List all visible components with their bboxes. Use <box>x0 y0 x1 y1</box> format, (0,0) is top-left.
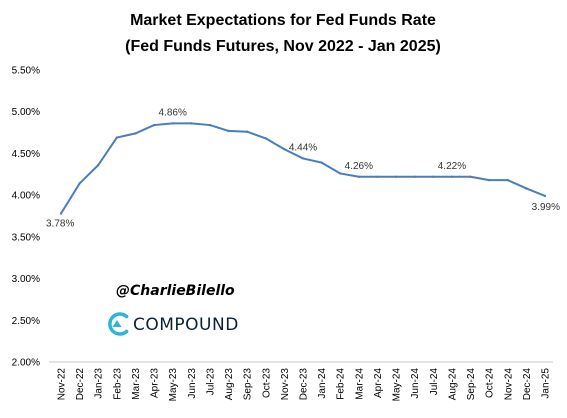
chart-subtitle: (Fed Funds Futures, Nov 2022 - Jan 2025) <box>125 38 441 55</box>
x-tick-label: May-23 <box>168 368 179 402</box>
data-point <box>394 175 398 178</box>
data-point <box>525 187 528 190</box>
y-tick-label: 4.00% <box>12 191 40 202</box>
compound-logo-icon <box>108 312 129 336</box>
data-point <box>376 175 379 178</box>
data-point <box>543 194 547 198</box>
data-point <box>432 175 435 178</box>
x-tick-label: Jan-25 <box>541 368 552 399</box>
x-tick-label: Feb-23 <box>112 368 123 400</box>
y-tick-label: 2.50% <box>12 316 40 327</box>
data-point <box>245 130 249 133</box>
x-tick-label: Jan-24 <box>317 368 328 399</box>
x-tick-label: Jan-23 <box>94 368 105 399</box>
x-tick-label: Jun-23 <box>187 368 198 399</box>
data-label: 4.86% <box>159 107 187 118</box>
y-tick-label: 5.00% <box>12 107 40 118</box>
data-point <box>264 137 267 140</box>
data-label: 4.44% <box>289 142 317 153</box>
data-label: 3.78% <box>46 218 74 229</box>
data-point <box>469 175 472 178</box>
x-tick-label: Jul-24 <box>429 368 440 396</box>
data-point <box>134 132 137 135</box>
y-axis: 5.50% 5.00% 4.50% 4.00% 3.50% 3.00% 2.50% 2.00% <box>12 66 40 369</box>
x-tick-label: Dec-23 <box>299 368 310 401</box>
data-label: 4.22% <box>438 161 466 172</box>
x-tick-label: Apr-24 <box>373 368 384 398</box>
x-tick-label: Nov-22 <box>57 368 68 401</box>
x-tick-label: Oct-24 <box>485 368 496 398</box>
data-point <box>59 212 63 215</box>
x-tick-label: Mar-23 <box>131 368 142 400</box>
x-tick-label: Dec-22 <box>75 368 86 401</box>
x-tick-label: Sep-23 <box>243 368 254 401</box>
data-point <box>506 178 509 182</box>
brand-name: COMPOUND <box>133 315 239 335</box>
chart-title: Market Expectations for Fed Funds Rate <box>130 12 436 29</box>
data-point <box>487 178 491 182</box>
y-tick-label: 4.50% <box>12 149 40 160</box>
y-tick-label: 5.50% <box>12 66 40 77</box>
x-tick-label: Sep-24 <box>466 368 477 401</box>
x-axis: Nov-22 Dec-22 Jan-23 Feb-23 Mar-23 Apr-23 May-… <box>49 361 553 402</box>
watermark: @CharlieBilello COMPOUND <box>108 283 239 336</box>
data-point <box>283 148 286 151</box>
x-tick-label: Mar-24 <box>354 368 365 400</box>
data-point <box>357 175 361 178</box>
data-point <box>190 122 193 125</box>
series-line <box>60 122 546 215</box>
data-label: 4.26% <box>345 161 373 172</box>
data-label: 3.99% <box>532 202 560 213</box>
x-tick-label: Apr-23 <box>150 368 161 398</box>
data-point <box>301 157 305 160</box>
x-tick-label: Aug-23 <box>224 368 235 401</box>
y-tick-label: 2.00% <box>12 358 40 369</box>
x-tick-label: Aug-24 <box>447 368 458 401</box>
data-point <box>152 123 156 127</box>
data-point <box>78 182 81 185</box>
x-tick-label: Jul-23 <box>205 368 216 396</box>
data-point <box>413 175 416 178</box>
data-point <box>171 122 174 125</box>
x-tick-label: Feb-24 <box>336 368 347 400</box>
y-tick-label: 3.50% <box>12 232 40 243</box>
x-tick-label: Nov-24 <box>503 368 514 401</box>
x-tick-label: Nov-23 <box>280 368 291 401</box>
data-point <box>227 129 230 133</box>
data-point <box>339 172 342 175</box>
x-tick-label: May-24 <box>392 368 403 402</box>
x-tick-label: Jun-24 <box>410 368 421 399</box>
y-tick-label: 3.00% <box>12 274 40 285</box>
data-point <box>320 161 323 164</box>
data-point <box>115 136 119 139</box>
data-point <box>450 175 454 178</box>
x-tick-label: Dec-24 <box>522 368 533 401</box>
data-point <box>97 163 100 167</box>
data-point <box>208 123 212 127</box>
data-labels: 3.78% 4.86% 4.44% 4.26% 4.22% 3.99% <box>46 107 560 229</box>
x-tick-label: Oct-23 <box>261 368 272 398</box>
series-points <box>59 122 547 215</box>
author-handle: @CharlieBilello <box>116 283 235 299</box>
